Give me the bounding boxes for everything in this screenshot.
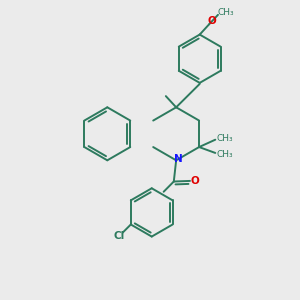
Text: CH₃: CH₃ bbox=[218, 8, 235, 17]
Text: O: O bbox=[190, 176, 199, 186]
Text: O: O bbox=[208, 16, 217, 26]
Text: CH₃: CH₃ bbox=[216, 150, 233, 159]
Text: N: N bbox=[173, 154, 182, 164]
Text: CH₃: CH₃ bbox=[216, 134, 233, 143]
Text: Cl: Cl bbox=[114, 231, 125, 241]
